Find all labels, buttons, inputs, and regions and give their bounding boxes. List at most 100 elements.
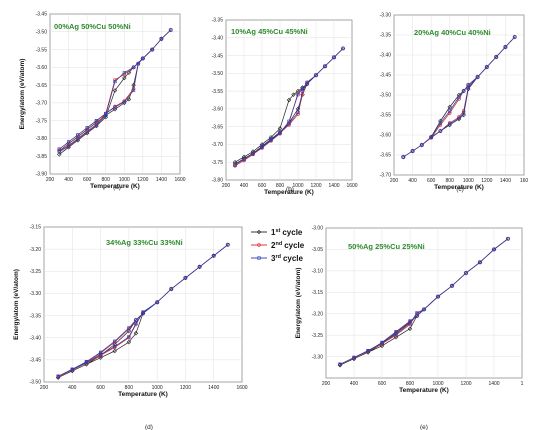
panel-0-series-0-point-27	[57, 152, 62, 157]
panel-2-series-2-point-23	[429, 135, 433, 140]
panel-4-xtick-label-1: 400	[350, 381, 359, 387]
panel-1-series-2-point-20	[287, 119, 291, 123]
panel-3-xtick-label-2: 600	[96, 385, 105, 391]
panel-legend-series-0-point-marker	[256, 229, 262, 235]
panel-2-xtick-label-1: 400	[408, 178, 417, 184]
panel-3-series-2-point-17	[169, 287, 173, 291]
panel-3-series-0-point-21	[126, 328, 132, 334]
panel-0-series-2-point-21	[94, 123, 99, 127]
panel-4-xtick-label-5: 1200	[460, 381, 471, 387]
panel-4-series-2-point-16	[464, 271, 468, 275]
panel-4-ytick-label-6: -3.05	[312, 247, 324, 253]
panel-2-series-2-point-15	[494, 55, 498, 59]
panel-1-xtick-label-0: 200	[222, 183, 231, 189]
panel-2-series-2-point-25	[410, 149, 415, 153]
legend-num-0: 1	[271, 228, 276, 237]
panel-1-series-2-point-13	[341, 46, 345, 51]
panel-1-ytick-label-7: -3.45	[212, 53, 224, 59]
panel-1-xlabel: Temperature (K)	[264, 189, 314, 196]
panel-2-series-2-point-13	[513, 35, 517, 39]
panel-4-series-2-point-6	[415, 311, 419, 315]
panel-3-frame	[43, 226, 243, 383]
panel-0-series-2-point-7	[122, 100, 126, 104]
panel-3-xtick-label-7: 1600	[236, 385, 247, 391]
panel-3-series-2-point-18	[155, 300, 159, 304]
panel-1-series-1-point-8	[300, 92, 305, 97]
legend-sup-0: st	[275, 228, 280, 234]
panel-4-ytick-label-2: -3.25	[312, 333, 324, 339]
panel-1-series-0-point-26	[241, 154, 247, 160]
panel-3-series-2-point-6	[134, 321, 138, 326]
panel-1-ytick-label-9: -3.35	[212, 18, 224, 24]
panel-1-xtick-label-4: 1000	[292, 183, 303, 189]
panel-4-ytick-label-5: -3.10	[312, 269, 324, 275]
panel-3-ytick-label-3: -3.35	[30, 313, 42, 319]
panel-0-ylabel: Energy/atom (eV/atom)	[19, 59, 26, 130]
panel-2-xtick-label-6: 1400	[500, 178, 511, 184]
panel-3-ytick-label-2: -3.40	[30, 335, 42, 341]
panel-0-series-2-point-17	[131, 65, 136, 69]
panel-4-series-2-point-22	[394, 330, 398, 334]
panel-3-series-0-point-3	[98, 355, 103, 360]
panel-0-series-0-point-21	[112, 88, 118, 93]
panel-2-series-2-point-4	[438, 129, 443, 133]
panel-3-ytick-label-1: -3.45	[30, 358, 42, 364]
panel-3-series-2-line	[57, 244, 229, 377]
panel-4-series-2-point-14	[492, 247, 496, 252]
panel-3-series-2-point-24	[84, 360, 89, 364]
panel-0-series-2-point-16	[141, 56, 145, 61]
panel-0-xtick-label-2: 600	[83, 177, 92, 183]
panel-0-ytick-label-4: -3.70	[36, 101, 48, 107]
panel-0-series-2-point-2	[76, 133, 80, 137]
panel-1-series-2-point-17	[305, 82, 309, 86]
panel-2-series-2-point-21	[448, 109, 452, 113]
panel-3-series-2-point-19	[141, 311, 145, 315]
panel-3-series-2-point-15	[197, 265, 202, 269]
panel-2-series-2-point-20	[457, 95, 461, 99]
panel-4-frame	[325, 227, 523, 379]
panel-1-ytick-label-6: -3.50	[212, 71, 224, 77]
legend-label-2: 3rd cycle	[271, 254, 304, 263]
panel-1-ytick-label-3: -3.65	[212, 124, 224, 130]
panel-4-ytick-label-7: -3.00	[312, 226, 324, 232]
panel-1-series-0-point-20	[291, 92, 296, 97]
panel-3-series-2-point-23	[98, 350, 103, 354]
legend-item-1: 2nd cycle	[251, 241, 305, 250]
panel-2-series-2-line	[403, 36, 516, 158]
legend-sup-2: rd	[275, 254, 281, 260]
panel-3-xlabel: Temperature (K)	[118, 391, 168, 398]
panel-0-series-2-point-19	[113, 79, 117, 84]
panel-1-series-2-line	[234, 48, 344, 166]
panel-1-series-2-point-26	[233, 163, 237, 167]
panel-4: 200 400 600 800 1000 1200 1400 1 -3.30 -3.25 -3.20…	[295, 226, 524, 430]
panel-2-series-2-point-5	[448, 122, 452, 126]
panel-1-xtick-label-7: 1600	[346, 183, 357, 189]
panel-2-xlabel: Temperature (K)	[434, 184, 484, 191]
panel-2-ytick-label-1: -3.65	[380, 153, 392, 159]
panel-4-series-0-point-5	[407, 326, 413, 331]
panel-4-title: 50%Ag 25%Cu 25%Ni	[348, 242, 425, 251]
panel-4-xtick-label-2: 600	[378, 381, 387, 387]
panel-3-letter: (d)	[145, 424, 153, 430]
panel-3-series-2-point-20	[134, 318, 138, 322]
panel-0-series-0-point-8	[126, 97, 132, 102]
panel-1-xtick-label-2: 600	[258, 183, 267, 189]
panel-1-series-2-point-16	[314, 73, 318, 77]
panel-legend-series-2-point-marker	[257, 256, 261, 260]
panel-4-series-2-point-19	[422, 307, 426, 312]
panel-3-series-2-point-22	[113, 339, 117, 343]
panel-3-series-2-point-14	[212, 254, 216, 258]
panel-4-ytick-label-3: -3.20	[312, 311, 324, 317]
legend-num-2: 3	[271, 254, 276, 263]
panel-3-series-0-point-6	[133, 331, 139, 336]
panel-2-series-2-point-14	[503, 45, 508, 49]
panel-4-series-2-point-26	[338, 362, 342, 366]
panel-2-series-2-point-19	[462, 89, 466, 93]
panel-2-xtick-label-0: 200	[390, 178, 399, 184]
panel-0-title: 00%Ag 50%Cu 50%Ni	[54, 22, 131, 31]
panel-3-ytick-label-0: -3.50	[30, 380, 42, 386]
panel-3-series-2-point-4	[113, 344, 117, 349]
panel-0-xtick-label-1: 400	[64, 177, 73, 183]
panel-4-series-2-point-15	[478, 260, 482, 264]
